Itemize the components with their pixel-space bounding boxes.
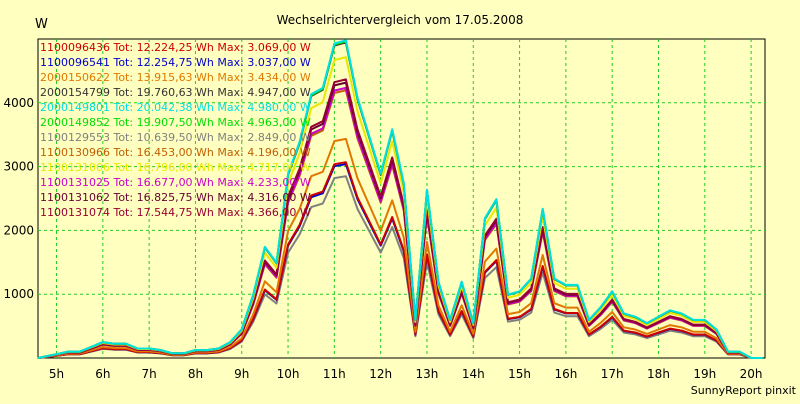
y-tick-label: 1000: [3, 287, 34, 301]
x-tick-label: 11h: [323, 367, 346, 381]
x-tick-label: 18h: [647, 367, 670, 381]
credit-label: SunnyReport pinxit: [691, 384, 797, 397]
x-tick-label: 6h: [95, 367, 110, 381]
x-tick-label: 5h: [49, 367, 64, 381]
legend-entry-1: 1100096436 Tot: 12.224,25 Wh Max: 3.069,…: [40, 41, 311, 54]
series-line-5: [37, 39, 763, 359]
x-tick-label: 7h: [142, 367, 157, 381]
legend-entry-6: 2000149852 Tot: 19.907,50 Wh Max: 4.963,…: [40, 116, 311, 129]
x-tick-label: 19h: [693, 367, 716, 381]
x-tick-label: 17h: [601, 367, 624, 381]
x-tick-label: 20h: [740, 367, 763, 381]
x-tick-label: 16h: [554, 367, 577, 381]
plot-area: 5h 6h 7h 8h 9h 10h 11h 12h 13h 14h 15h 16h 17h 18h 19h…: [3, 38, 766, 381]
series-line-3: [37, 137, 763, 359]
y-axis-label: W: [35, 17, 48, 32]
chart-title: Wechselrichtervergleich vom 17.05.2008: [277, 13, 524, 27]
x-tick-label: 10h: [277, 367, 300, 381]
legend-entry-7: 1100129553 Tot: 10.639,50 Wh Max: 2.849,…: [40, 131, 311, 144]
x-tick-label: 14h: [462, 367, 485, 381]
legend-entry-2: 1100096541 Tot: 12.254,75 Wh Max: 3.037,…: [40, 56, 311, 69]
legend-entry-11: 1100131062 Tot: 16.825,75 Wh Max: 4.316,…: [40, 191, 311, 204]
legend-entry-10: 1100131025 Tot: 16.677,00 Wh Max: 4.233,…: [40, 176, 311, 189]
legend-entry-8: 1100130966 Tot: 16.453,00 Wh Max: 4.196,…: [40, 146, 311, 159]
y-tick-label: 3000: [3, 160, 34, 174]
x-tick-label: 8h: [188, 367, 203, 381]
legend-entry-5: 2000149801 Tot: 20.042,38 Wh Max: 4.980,…: [40, 101, 311, 114]
x-tick-label: 9h: [234, 367, 249, 381]
x-tick-label: 12h: [369, 367, 392, 381]
legend-entry-9: 1100131006 Tot: 16.796,00 Wh Max: 4.717,…: [40, 161, 311, 174]
legend-entry-12: 1100131074 Tot: 17.544,75 Wh Max: 4.366,…: [40, 206, 311, 219]
y-tick-label: 2000: [3, 223, 34, 237]
x-tick-label: 15h: [508, 367, 531, 381]
legend-entry-4: 2000154799 Tot: 19.760,63 Wh Max: 4.947,…: [40, 86, 311, 99]
x-tick-label: 13h: [416, 367, 439, 381]
y-tick-label: 4000: [3, 96, 34, 110]
legend-entry-3: 2000150622 Tot: 13.915,63 Wh Max: 3.434,…: [40, 71, 311, 84]
